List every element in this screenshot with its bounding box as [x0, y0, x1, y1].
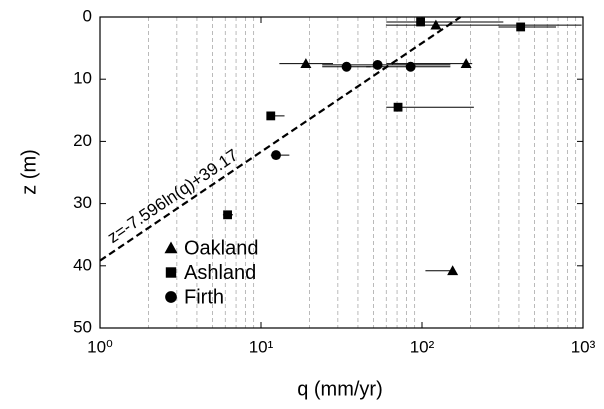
- square-marker: [165, 267, 177, 278]
- x-tick-label: 10¹: [249, 337, 274, 356]
- x-tick-label: 10⁰: [87, 337, 113, 356]
- y-tick-label: 10: [73, 69, 92, 88]
- y-tick-label: 0: [83, 6, 92, 25]
- triangle-marker: [300, 58, 312, 69]
- y-tick-label: 50: [73, 317, 92, 336]
- square-marker: [416, 17, 425, 27]
- circle-marker: [341, 61, 352, 72]
- y-axis-label: z (m): [18, 149, 40, 195]
- legend-label: Ashland: [184, 262, 256, 284]
- fit-label: z=-7.596ln(q)+39.17: [104, 145, 242, 246]
- square-marker: [223, 210, 232, 220]
- legend-label: Firth: [184, 286, 224, 308]
- y-tick-label: 40: [73, 255, 92, 274]
- plot-frame: [99, 16, 584, 329]
- triangle-marker: [430, 19, 442, 30]
- y-tick-label: 20: [73, 131, 92, 150]
- circle-marker: [372, 59, 383, 70]
- x-axis-label: q (mm/yr): [297, 378, 383, 400]
- fit-line: [99, 16, 462, 262]
- square-marker: [393, 102, 403, 112]
- triangle-marker: [447, 265, 459, 276]
- circle-marker: [271, 150, 281, 161]
- legend-label: Oakland: [184, 237, 259, 259]
- square-marker: [516, 22, 526, 32]
- triangle-marker: [460, 58, 472, 69]
- square-marker: [266, 111, 276, 121]
- triangle-marker: [164, 241, 178, 254]
- x-tick-label: 10²: [410, 337, 435, 356]
- circle-marker: [165, 291, 177, 303]
- circle-marker: [405, 61, 416, 72]
- x-tick-label: 10³: [571, 337, 596, 356]
- y-tick-label: 30: [73, 193, 92, 212]
